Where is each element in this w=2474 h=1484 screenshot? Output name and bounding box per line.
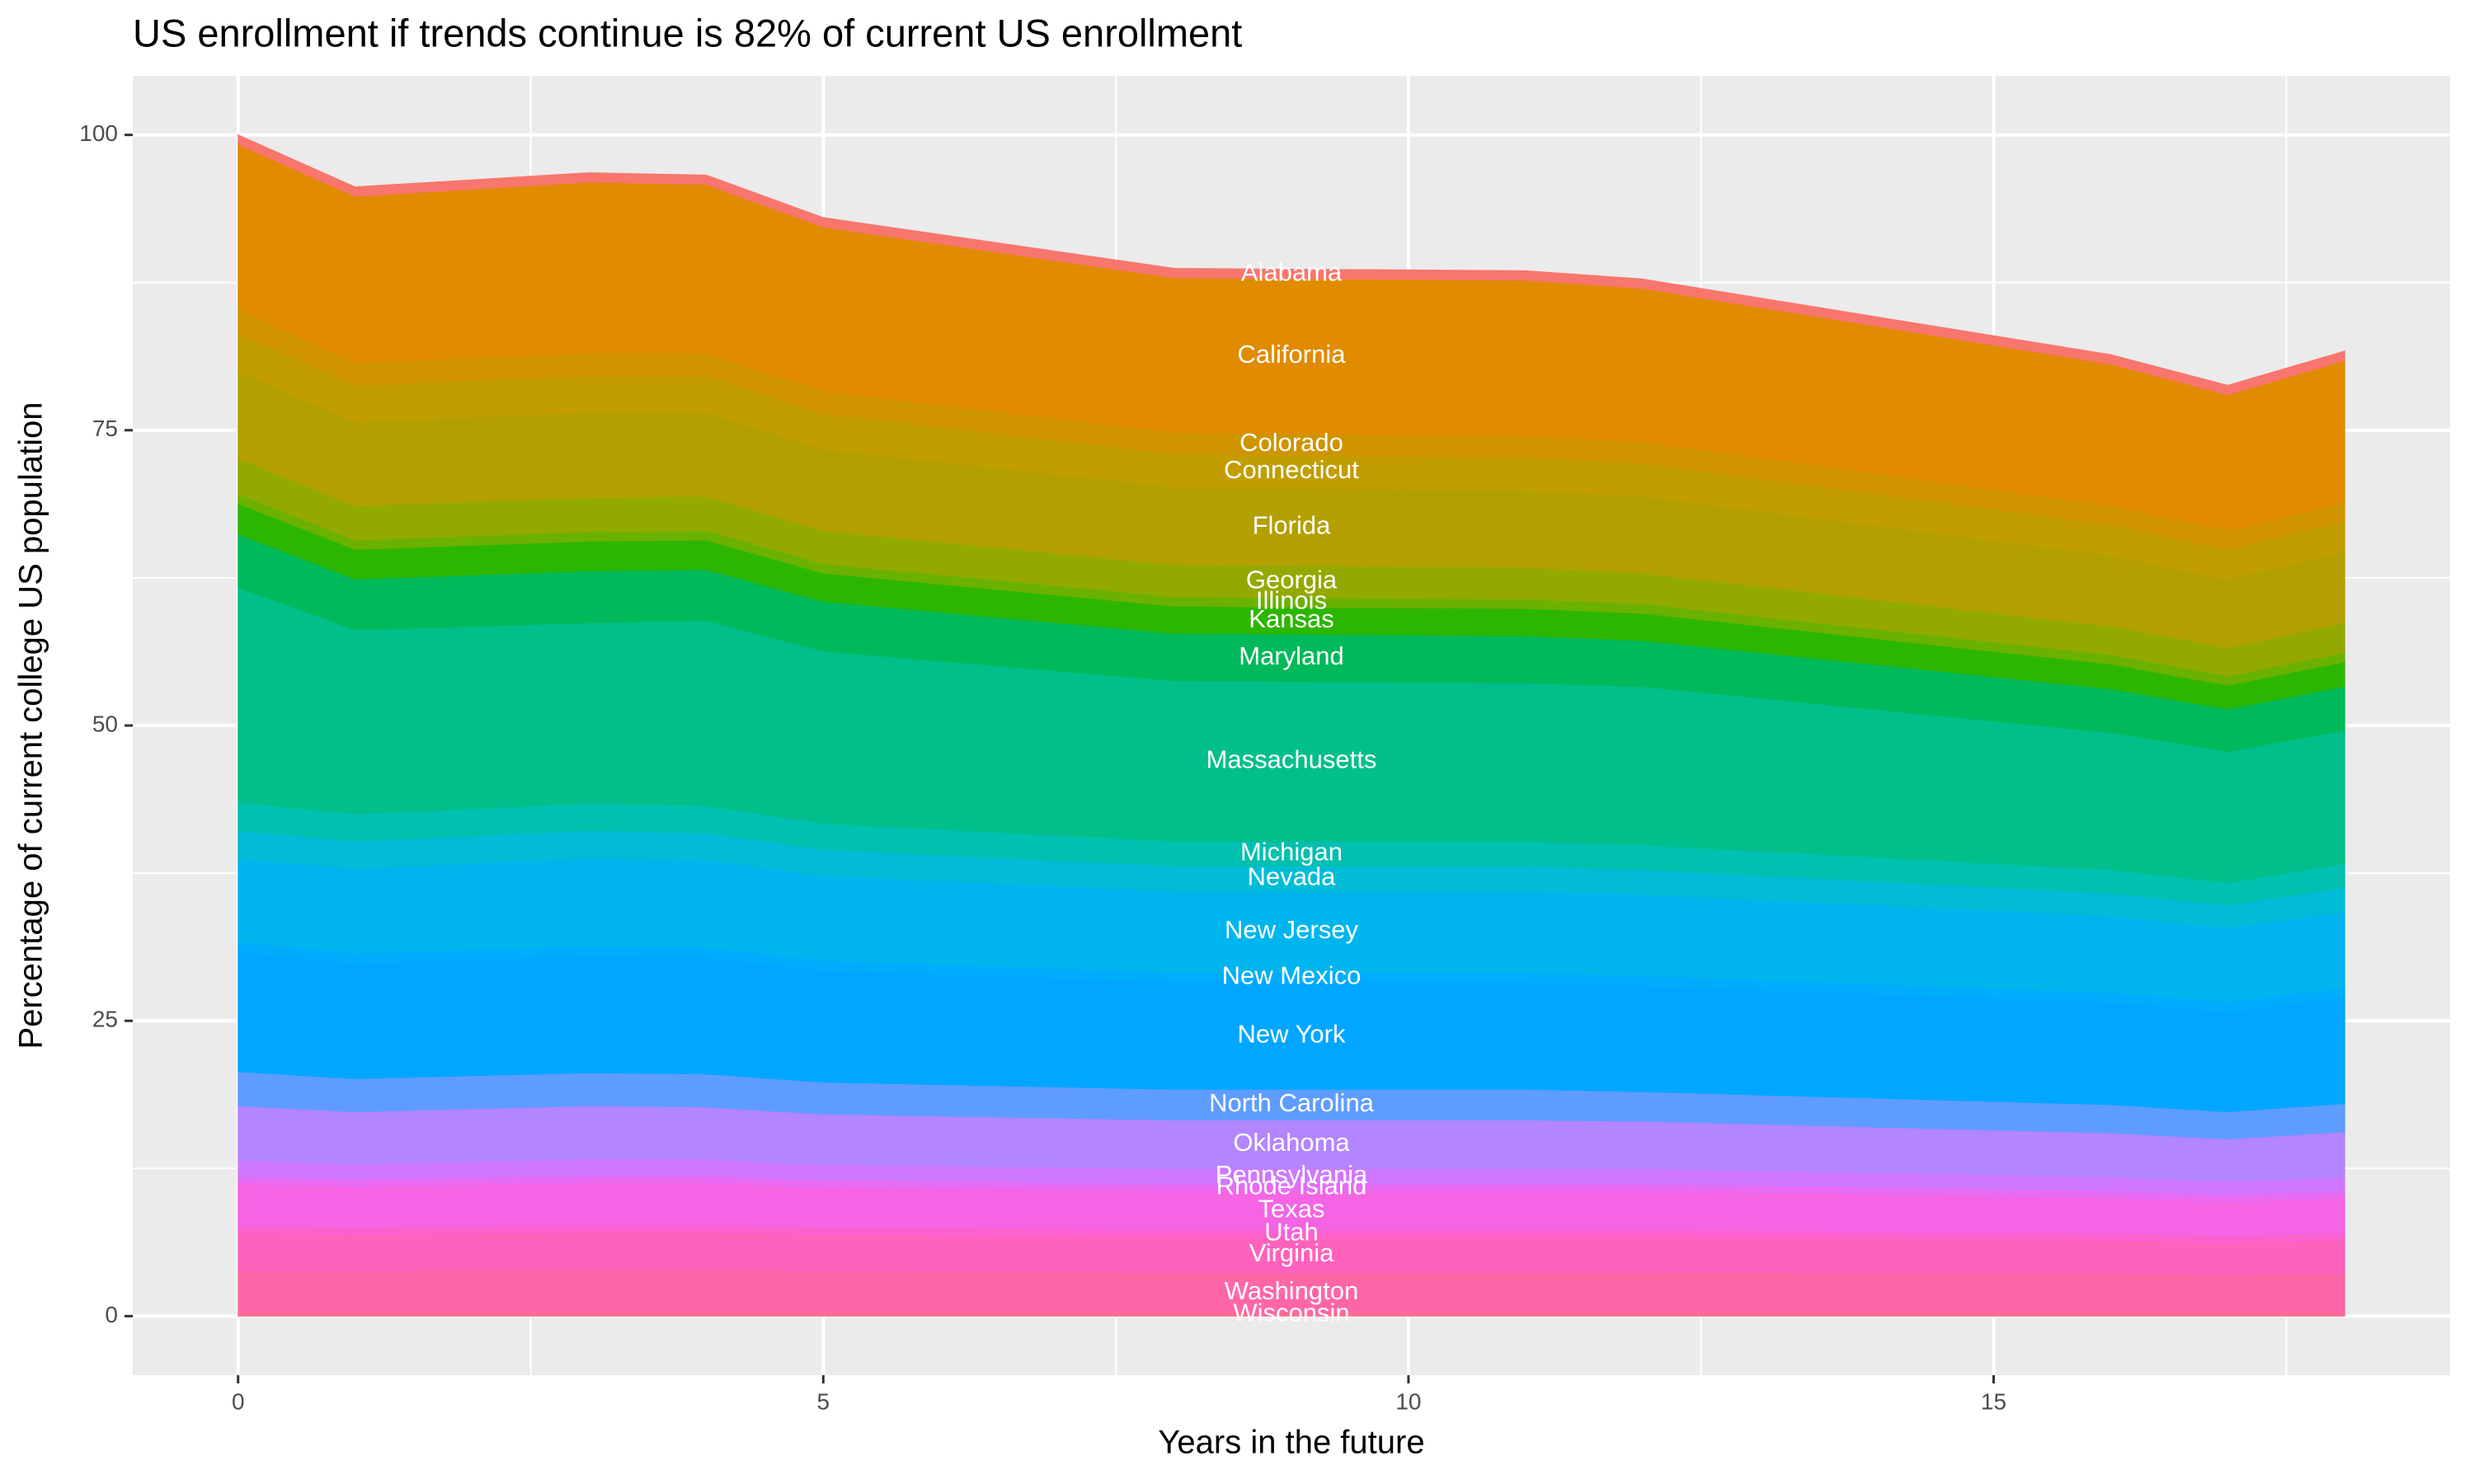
x-tick-label: 5: [817, 1388, 830, 1414]
chart-title: US enrollment if trends continue is 82% …: [133, 11, 1242, 54]
band-label: Michigan: [1240, 838, 1343, 866]
band-label: Alabama: [1241, 257, 1343, 286]
y-tick-label: 50: [92, 711, 118, 736]
band-label: Maryland: [1239, 641, 1344, 670]
band-label: Oklahoma: [1233, 1128, 1350, 1157]
band-label: Georgia: [1246, 566, 1338, 594]
band-label: Connecticut: [1224, 455, 1359, 484]
band-label: Florida: [1253, 510, 1332, 539]
x-tick-label: 15: [1981, 1388, 2006, 1414]
y-axis-title: Percentage of current college US populat…: [13, 402, 49, 1050]
y-tick-label: 25: [92, 1007, 118, 1032]
band-label: Colorado: [1239, 428, 1343, 457]
band-label: Rhode Island: [1216, 1171, 1367, 1200]
y-tick-label: 0: [105, 1302, 118, 1327]
band-label: New Mexico: [1222, 960, 1362, 989]
x-axis-title: Years in the future: [1158, 1425, 1424, 1461]
band-label: Massachusetts: [1206, 745, 1377, 774]
band-label: Virginia: [1249, 1238, 1335, 1267]
y-tick-label: 100: [79, 120, 118, 146]
x-tick-label: 10: [1395, 1388, 1421, 1414]
band-label: Washington: [1225, 1276, 1359, 1305]
y-tick-label: 75: [92, 416, 118, 441]
band-label: North Carolina: [1209, 1088, 1375, 1117]
band-label: Kansas: [1249, 604, 1333, 633]
band-label: New York: [1238, 1019, 1346, 1048]
band-label: Nevada: [1248, 862, 1337, 891]
areas: [238, 134, 2345, 1317]
x-tick-label: 0: [232, 1388, 245, 1414]
axes: 0 5 10 15 0 25 50 75 100: [79, 120, 2006, 1414]
band-label: Utah: [1264, 1217, 1318, 1246]
band-label: Wisconsin: [1233, 1298, 1349, 1327]
band-label: California: [1238, 340, 1347, 369]
band-label: New Jersey: [1225, 915, 1358, 944]
band-label: Illinois: [1256, 586, 1327, 615]
band-label: Texas: [1258, 1194, 1325, 1223]
area: [238, 134, 2345, 396]
band-label: Pennsylvania: [1216, 1160, 1368, 1189]
